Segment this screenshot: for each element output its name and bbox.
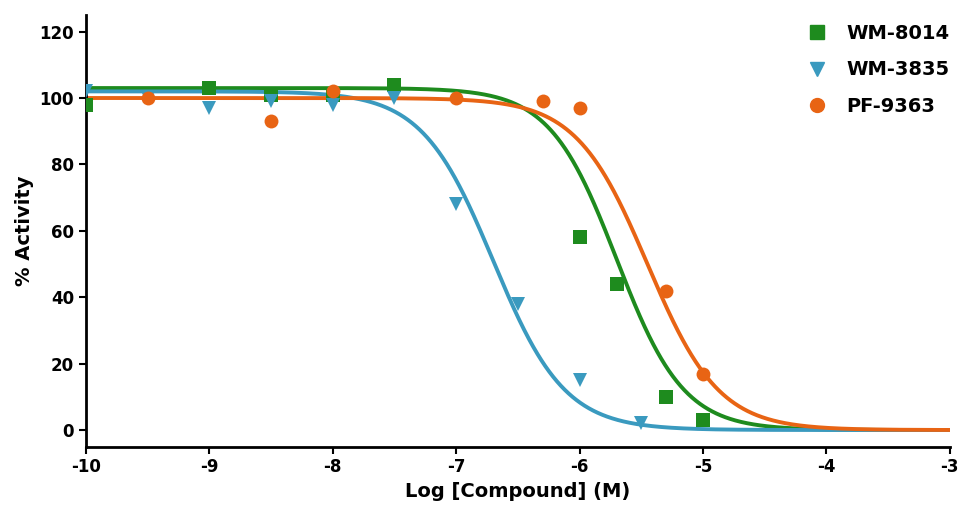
Legend: WM-8014, WM-3835, PF-9363: WM-8014, WM-3835, PF-9363 (790, 16, 957, 124)
Y-axis label: % Activity: % Activity (15, 175, 34, 286)
X-axis label: Log [Compound] (M): Log [Compound] (M) (405, 482, 630, 501)
